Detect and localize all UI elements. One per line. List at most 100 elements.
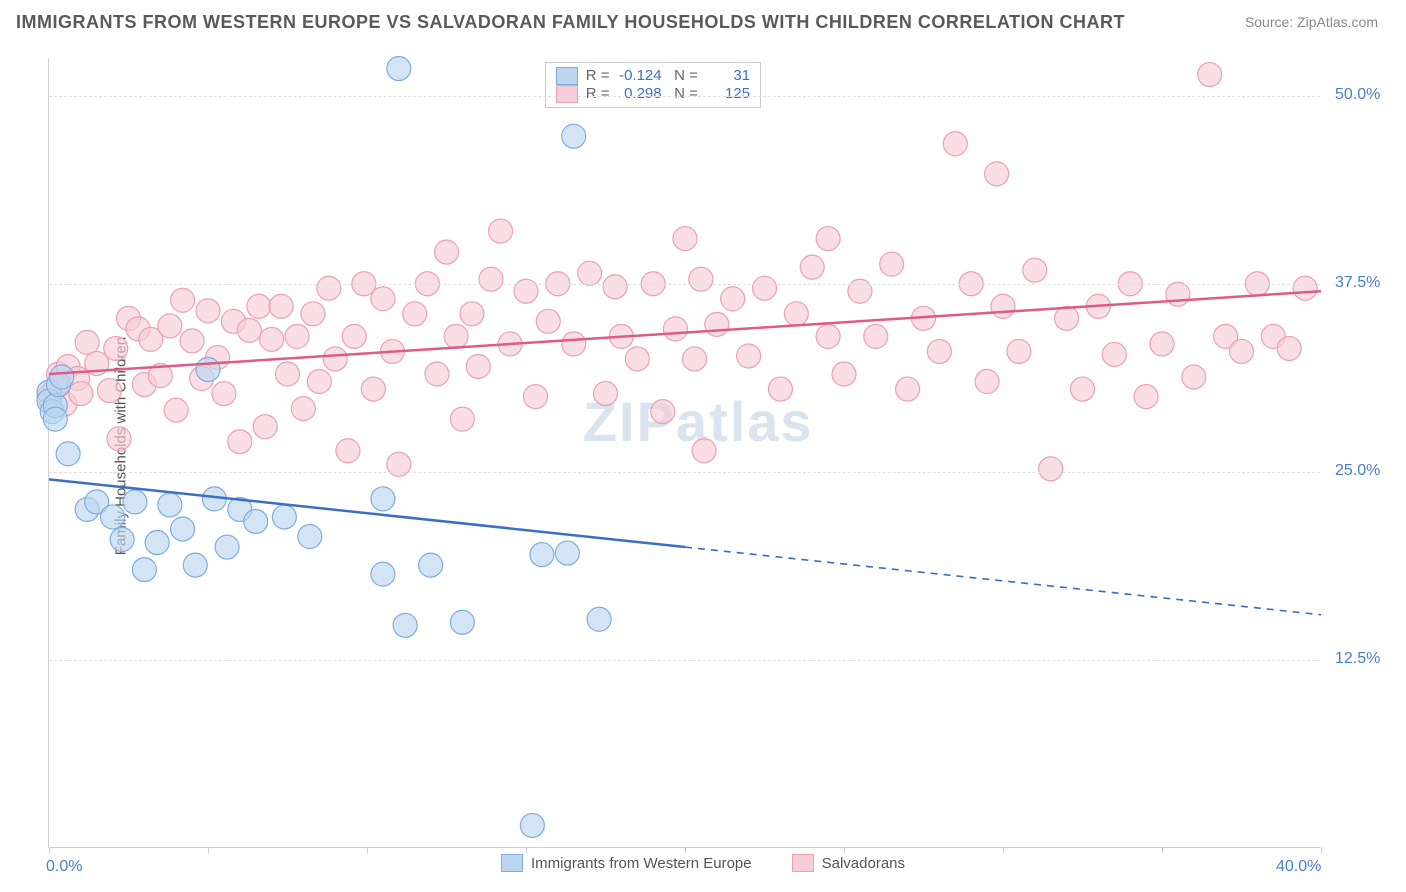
data-point [50, 365, 74, 389]
data-point [291, 397, 315, 421]
data-point [419, 553, 443, 577]
data-point [215, 535, 239, 559]
data-point [196, 357, 220, 381]
bottom-legend-label: Immigrants from Western Europe [531, 855, 752, 872]
gridline-h [49, 96, 1320, 97]
gridline-h [49, 660, 1320, 661]
data-point [816, 227, 840, 251]
data-point [1166, 282, 1190, 306]
data-point [342, 324, 366, 348]
chart-svg [49, 58, 1320, 847]
data-point [896, 377, 920, 401]
gridline-h [49, 472, 1320, 473]
data-point [555, 541, 579, 565]
data-point [663, 317, 687, 341]
data-point [301, 302, 325, 326]
y-tick-label: 50.0% [1335, 86, 1380, 104]
data-point [1039, 457, 1063, 481]
data-point [244, 509, 268, 533]
y-tick-label: 12.5% [1335, 650, 1380, 668]
data-point [272, 505, 296, 529]
data-point [387, 57, 411, 81]
data-point [298, 525, 322, 549]
data-point [880, 252, 904, 276]
x-tick [1003, 847, 1004, 853]
legend-swatch [792, 854, 814, 872]
bottom-legend: Immigrants from Western Europe Salvadoran… [0, 854, 1406, 872]
data-point [1277, 336, 1301, 360]
data-point [479, 267, 503, 291]
data-point [260, 327, 284, 351]
data-point [371, 287, 395, 311]
x-tick [367, 847, 368, 853]
data-point [625, 347, 649, 371]
data-point [371, 487, 395, 511]
data-point [587, 607, 611, 631]
data-point [530, 543, 554, 567]
data-point [1134, 385, 1158, 409]
stats-legend: R = -0.124 N = 31R = 0.298 N = 125 [545, 62, 761, 108]
data-point [171, 517, 195, 541]
data-point [101, 505, 125, 529]
data-point [247, 294, 271, 318]
data-point [466, 354, 490, 378]
bottom-legend-label: Salvadorans [822, 855, 905, 872]
data-point [594, 382, 618, 406]
data-point [450, 610, 474, 634]
data-point [1198, 63, 1222, 87]
legend-stats-text: R = 0.298 N = 125 [586, 85, 750, 102]
data-point [69, 382, 93, 406]
legend-stats-text: R = -0.124 N = 31 [586, 67, 750, 84]
data-point [489, 219, 513, 243]
data-point [403, 302, 427, 326]
data-point [145, 531, 169, 555]
data-point [991, 294, 1015, 318]
data-point [196, 299, 220, 323]
data-point [75, 330, 99, 354]
data-point [1055, 306, 1079, 330]
data-point [927, 339, 951, 363]
data-point [692, 439, 716, 463]
data-point [158, 493, 182, 517]
data-point [1102, 342, 1126, 366]
data-point [753, 276, 777, 300]
source-label: Source: ZipAtlas.com [1245, 14, 1378, 30]
data-point [800, 255, 824, 279]
data-point [158, 314, 182, 338]
x-tick [49, 847, 50, 853]
x-tick [1162, 847, 1163, 853]
data-point [721, 287, 745, 311]
data-point [132, 558, 156, 582]
plot-area: ZIPatlas R = -0.124 N = 31R = 0.298 N = … [48, 58, 1320, 848]
data-point [1071, 377, 1095, 401]
data-point [212, 382, 236, 406]
legend-row: R = -0.124 N = 31 [556, 67, 750, 85]
data-point [450, 407, 474, 431]
data-point [104, 336, 128, 360]
data-point [110, 528, 134, 552]
x-tick [844, 847, 845, 853]
data-point [578, 261, 602, 285]
data-point [683, 347, 707, 371]
data-point [323, 347, 347, 371]
data-point [425, 362, 449, 386]
legend-swatch [501, 854, 523, 872]
data-point [393, 613, 417, 637]
data-point [1230, 339, 1254, 363]
data-point [444, 324, 468, 348]
data-point [43, 407, 67, 431]
data-point [832, 362, 856, 386]
data-point [673, 227, 697, 251]
x-tick [526, 847, 527, 853]
y-tick-label: 37.5% [1335, 274, 1380, 292]
data-point [1150, 332, 1174, 356]
data-point [705, 312, 729, 336]
chart-title: IMMIGRANTS FROM WESTERN EUROPE VS SALVAD… [16, 12, 1125, 33]
legend-row: R = 0.298 N = 125 [556, 85, 750, 103]
data-point [1293, 276, 1317, 300]
data-point [737, 344, 761, 368]
data-point [336, 439, 360, 463]
data-point [536, 309, 560, 333]
data-point [285, 324, 309, 348]
data-point [180, 329, 204, 353]
